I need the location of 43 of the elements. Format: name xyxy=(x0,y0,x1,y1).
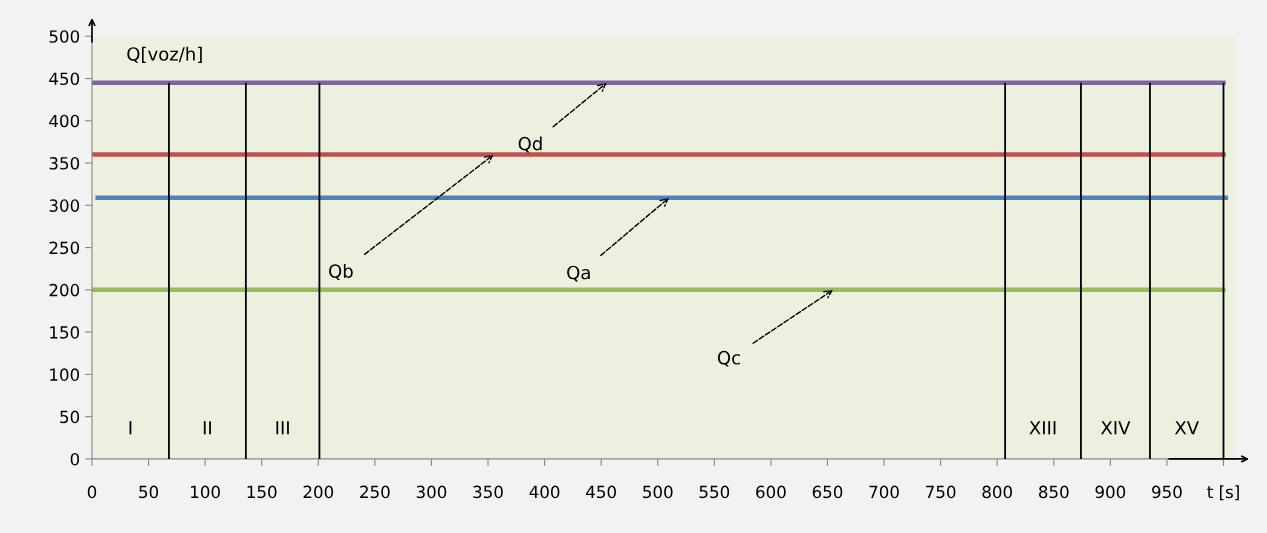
x-tick-label: 400 xyxy=(529,485,560,499)
y-tick-label: 50 xyxy=(60,410,80,424)
ref-line-label: XIV xyxy=(1100,421,1131,435)
annotation: Qb xyxy=(329,263,353,280)
x-tick-label: t [s] xyxy=(1207,485,1239,501)
x-tick-label: 200 xyxy=(303,485,334,499)
y-tick-label: 200 xyxy=(49,283,80,297)
ref-line-label: III xyxy=(276,421,289,435)
x-tick-label: 250 xyxy=(360,485,390,499)
ref-line-label: XIII xyxy=(1029,421,1056,435)
x-tick-label: 700 xyxy=(869,485,899,499)
annotation: Qa xyxy=(567,265,590,282)
x-tick-label: 150 xyxy=(247,485,277,499)
x-tick-label: 950 xyxy=(1152,485,1182,499)
x-tick-label: 300 xyxy=(416,485,447,499)
x-tick-label: 100 xyxy=(191,485,220,499)
ref-line-label: I xyxy=(129,421,132,435)
annotation: Qd xyxy=(518,136,542,153)
y-tick-label: 250 xyxy=(49,241,80,255)
y-tick-label: 400 xyxy=(49,114,80,128)
y-tick-label: 500 xyxy=(49,30,80,43)
x-tick-label: 350 xyxy=(473,485,503,499)
x-tick-label: 600 xyxy=(756,485,786,499)
x-tick-label: 800 xyxy=(982,485,1012,499)
y-tick-label: 100 xyxy=(50,368,80,381)
x-tick-label: 450 xyxy=(586,485,616,499)
x-tick-label: 550 xyxy=(699,485,730,499)
y-tick-label: 0 xyxy=(70,452,80,466)
y-tick-label: 450 xyxy=(49,72,80,86)
x-tick-label: 500 xyxy=(643,485,673,499)
y-axis-title: Q[voz/h] xyxy=(127,46,202,63)
x-tick-label: 750 xyxy=(926,485,956,499)
annotation: Qc xyxy=(717,350,740,367)
ref-line-label: XV xyxy=(1174,421,1199,435)
y-tick-label: 300 xyxy=(49,199,80,212)
x-tick-label: 50 xyxy=(139,485,159,499)
ref-line-label: II xyxy=(203,421,211,435)
x-tick-label: 0 xyxy=(87,485,97,499)
y-tick-label: 350 xyxy=(49,157,80,170)
x-tick-label: 900 xyxy=(1095,485,1126,499)
x-tick-label: 850 xyxy=(1039,485,1069,499)
y-tick-label: 150 xyxy=(50,326,80,339)
x-tick-label: 650 xyxy=(812,485,843,499)
